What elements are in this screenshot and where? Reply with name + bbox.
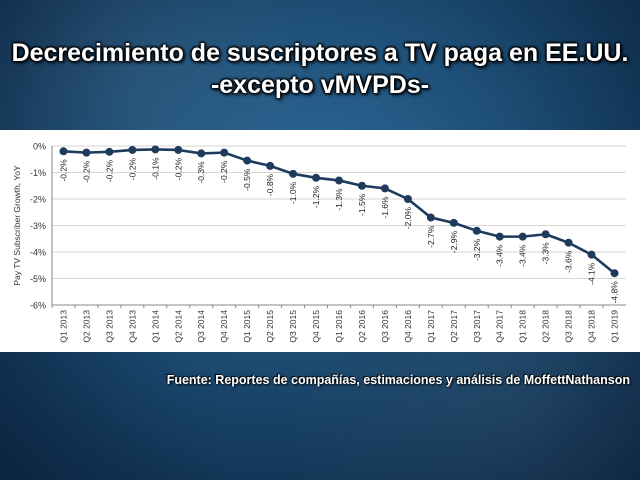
- data-label: -4.1%: [587, 262, 597, 285]
- x-tick-label: Q1 2018: [518, 310, 528, 343]
- data-point: [151, 145, 160, 154]
- x-tick-label: Q3 2015: [288, 310, 298, 343]
- data-point: [289, 169, 298, 178]
- y-tick-label: -3%: [30, 221, 46, 231]
- x-tick-label: Q2 2015: [265, 310, 275, 343]
- x-tick-label: Q3 2018: [564, 310, 574, 343]
- y-tick-label: -1%: [30, 168, 46, 178]
- data-point: [197, 149, 206, 158]
- y-tick-label: -4%: [30, 248, 46, 258]
- data-point: [220, 148, 229, 157]
- data-point: [495, 232, 504, 241]
- data-label: -0.2%: [173, 158, 183, 181]
- data-label: -3.6%: [564, 250, 574, 273]
- data-point: [357, 181, 366, 190]
- data-point: [335, 176, 343, 185]
- data-label: -0.1%: [150, 157, 160, 180]
- x-tick-label: Q1 2015: [242, 310, 252, 343]
- data-point: [174, 145, 183, 154]
- data-point: [105, 147, 114, 156]
- x-tick-label: Q2 2017: [449, 310, 459, 343]
- data-label: -3.2%: [472, 238, 482, 261]
- data-point: [380, 184, 389, 193]
- data-point: [610, 269, 619, 278]
- data-label: -2.0%: [403, 207, 413, 230]
- data-point: [426, 213, 435, 222]
- data-point: [472, 226, 481, 235]
- x-tick-label: Q1 2013: [58, 310, 68, 343]
- x-tick-label: Q2 2016: [357, 310, 367, 343]
- data-label: -0.5%: [242, 168, 252, 191]
- data-label: -2.9%: [449, 230, 459, 253]
- data-label: -1.5%: [357, 193, 367, 216]
- data-label: -3.4%: [518, 244, 528, 267]
- data-label: -4.8%: [610, 281, 620, 304]
- x-tick-label: Q4 2015: [311, 310, 321, 343]
- data-point: [541, 230, 550, 239]
- data-point: [449, 218, 458, 227]
- data-label: -1.6%: [380, 196, 390, 219]
- x-tick-label: Q4 2017: [495, 310, 505, 343]
- data-point: [266, 161, 275, 170]
- data-label: -3.4%: [495, 244, 505, 267]
- y-tick-label: -6%: [30, 301, 46, 311]
- data-label: -0.2%: [219, 160, 229, 183]
- x-tick-label: Q1 2017: [426, 310, 436, 343]
- y-tick-label: -2%: [30, 195, 46, 205]
- chart-panel: 0% -1% -2% -3% -4% -5% -6% Pay TV Subscriber Gr…: [0, 130, 640, 352]
- x-tick-label: Q4 2018: [587, 310, 597, 343]
- chart-title: Decrecimiento de suscriptores a TV paga …: [11, 39, 629, 67]
- x-tick-label: Q2 2018: [541, 310, 551, 343]
- data-label: -0.3%: [196, 161, 206, 184]
- data-point: [587, 250, 596, 259]
- data-label: -0.2%: [104, 159, 114, 182]
- data-point: [564, 238, 573, 247]
- data-label: -2.7%: [426, 225, 436, 248]
- x-tick-label: Q3 2014: [196, 310, 206, 343]
- y-axis-label: Pay TV Subscriber Growth, YoY: [12, 165, 22, 286]
- data-label: -1.0%: [288, 181, 298, 204]
- x-tick-label: Q4 2013: [127, 310, 137, 343]
- x-tick-label: Q3 2017: [472, 310, 482, 343]
- y-tick-label: 0%: [33, 142, 46, 152]
- line-chart: 0% -1% -2% -3% -4% -5% -6% Pay TV Subscriber Gr…: [12, 142, 626, 343]
- data-point: [243, 156, 252, 165]
- data-label: -0.2%: [127, 158, 137, 181]
- data-point: [403, 195, 412, 203]
- data-point: [128, 145, 137, 154]
- x-tick-label: Q1 2014: [150, 310, 160, 343]
- x-tick-label: Q4 2016: [403, 310, 413, 343]
- data-point: [59, 147, 68, 156]
- source-note: Fuente: Reportes de compañías, estimacio…: [166, 373, 630, 387]
- y-tick-label: -5%: [30, 274, 46, 284]
- data-label: -1.2%: [311, 185, 321, 208]
- data-point: [312, 173, 321, 182]
- x-tick-label: Q1 2016: [334, 310, 344, 343]
- data-point: [518, 232, 527, 241]
- x-tick-label: Q3 2013: [104, 310, 114, 343]
- data-label: -0.2%: [58, 159, 68, 182]
- data-label: -0.8%: [265, 173, 275, 196]
- x-tick-label: Q3 2016: [380, 310, 390, 343]
- x-tick-label: Q2 2014: [173, 310, 183, 343]
- data-label: -1.3%: [334, 188, 344, 211]
- data-label: -0.2%: [81, 160, 91, 183]
- x-tick-label: Q1 2019: [610, 310, 620, 343]
- x-tick-label: Q2 2013: [81, 310, 91, 343]
- data-label: -3.3%: [541, 242, 551, 265]
- data-point: [82, 148, 91, 157]
- chart-subtitle: -excepto vMVPDs-: [210, 71, 430, 99]
- x-tick-label: Q4 2014: [219, 310, 229, 343]
